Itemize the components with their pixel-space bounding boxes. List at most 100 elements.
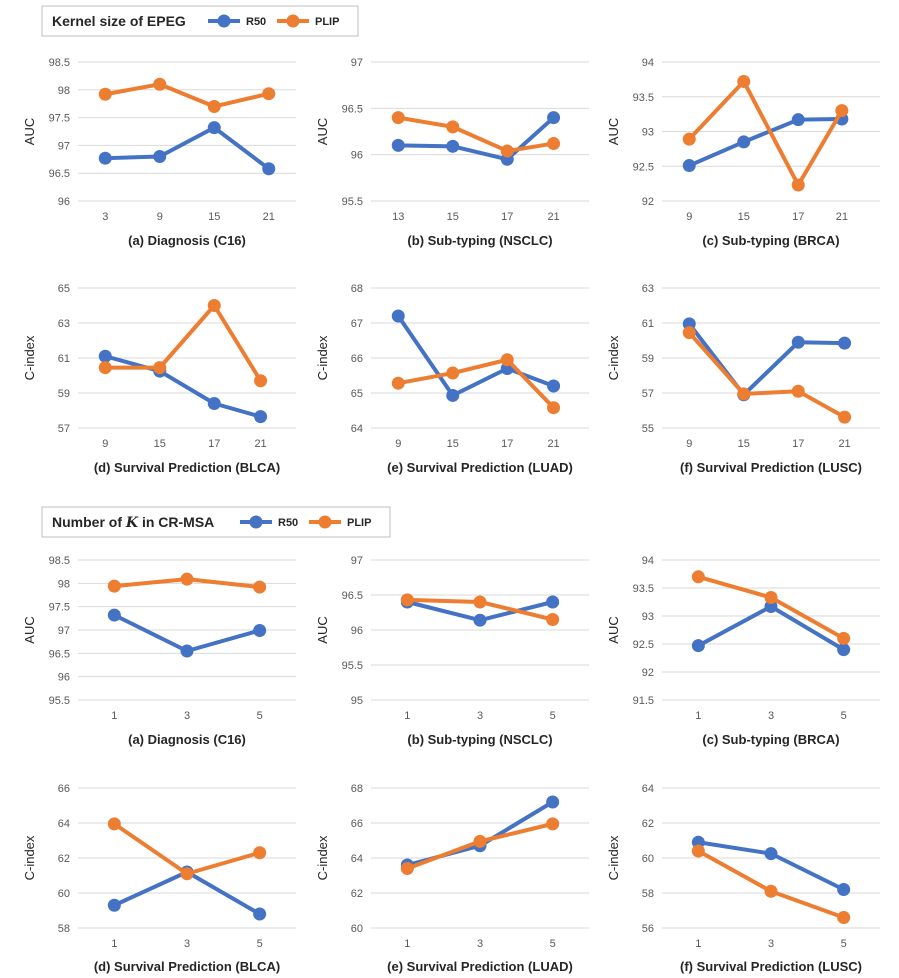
chart-10-series-plip-point	[253, 846, 267, 860]
chart-1-series-plip-point	[262, 87, 276, 101]
legend-plip-label: PLIP	[315, 16, 339, 28]
chart-9: 91.5 92 92.5 93 93.5 94 1 3 5 AUC (c) Sub-typing (…	[606, 555, 880, 747]
chart-4-xtick-label: 9	[102, 438, 108, 450]
chart-6-series-r50-point	[838, 336, 852, 350]
chart-8-series-plip-point	[400, 593, 414, 607]
chart-6-series-r50-line	[687, 321, 847, 397]
chart-3-xtick-label: 17	[792, 211, 804, 223]
chart-3-series-plip-line	[687, 79, 844, 188]
legend-r50-marker	[249, 515, 263, 529]
chart-5-series-r50-point	[446, 388, 460, 402]
chart-11: 60 62 64 66 68 1 3 5 C-index (e) Survival Predict…	[315, 783, 589, 974]
legend-r50-label: R50	[278, 517, 298, 529]
chart-6-ytick-label: 63	[642, 283, 654, 295]
chart-2-ytick-label: 97	[351, 57, 363, 69]
chart-3-series-plip-point	[791, 178, 805, 192]
chart-2-xtick-label: 13	[392, 211, 404, 223]
chart-5-series-r50-line	[396, 314, 556, 398]
chart-3: 92 92.5 93 93.5 94 9 15 17 21 AUC (c) Sub-typing (…	[606, 57, 880, 248]
chart-4-series-plip-point	[207, 299, 221, 312]
chart-9-xtick-label: 5	[841, 710, 847, 722]
chart-4-ytick-label: 59	[58, 388, 70, 400]
chart-5-ytick-label: 66	[351, 353, 363, 365]
chart-3-series-plip-point	[682, 132, 696, 146]
chart-10-ytick-label: 58	[58, 923, 70, 935]
legend-title-part: Number of	[52, 514, 126, 530]
chart-11-xtick-label: 3	[477, 938, 483, 950]
chart-1-ytick-label: 97.5	[49, 113, 70, 125]
chart-5-ytick-label: 64	[351, 423, 363, 435]
chart-1-xtick-label: 15	[208, 211, 220, 223]
chart-2-xtick-label: 17	[501, 211, 513, 223]
chart-4-xtick-label: 17	[208, 438, 220, 450]
chart-11-series-plip-point	[400, 862, 414, 875]
chart-10-ytick-label: 66	[58, 783, 70, 795]
chart-6: 55 57 59 61 63 9 15 17 21 C-index (f) Survival Pre…	[606, 283, 880, 475]
chart-9-caption: (c) Sub-typing (BRCA)	[702, 732, 839, 747]
chart-4-xtick-label: 15	[154, 438, 166, 450]
chart-11-ytick-label: 60	[351, 923, 363, 935]
chart-5-series-plip-point	[500, 353, 514, 367]
chart-11-ytick-label: 64	[351, 853, 363, 865]
chart-11-series-r50-line	[405, 800, 555, 867]
legend-1: Kernel size of EPEG R50 PLIP	[41, 5, 359, 37]
chart-6-series-r50-point	[791, 335, 805, 349]
chart-4-series-plip-point	[254, 374, 268, 388]
legend-title-part: Kernel size of EPEG	[52, 13, 186, 29]
chart-12-series-plip-point	[837, 911, 851, 924]
chart-7-ytick-label: 96.5	[49, 648, 70, 660]
chart-10-ytick-label: 64	[58, 818, 70, 830]
legend-r50-label: R50	[246, 16, 266, 28]
chart-2-series-r50-line	[396, 115, 556, 162]
chart-7-xtick-label: 3	[184, 710, 190, 722]
chart-7-ytick-label: 97	[58, 625, 70, 637]
chart-3-caption: (c) Sub-typing (BRCA)	[702, 233, 839, 248]
chart-9-ytick-label: 92	[642, 667, 654, 679]
chart-10-ytick-label: 62	[58, 853, 70, 865]
chart-7-ytick-label: 95.5	[49, 695, 70, 707]
chart-5-xtick-label: 9	[395, 438, 401, 450]
legend-r50-marker	[217, 14, 231, 28]
chart-1-series-r50-line	[103, 125, 271, 171]
chart-6-caption: (f) Survival Prediction (LUSC)	[680, 460, 862, 475]
chart-1-series-r50-point	[207, 121, 221, 135]
chart-9-series-plip-point	[764, 591, 778, 605]
chart-5-series-r50-point	[391, 309, 405, 323]
chart-1-series-r50-point	[153, 150, 167, 164]
chart-11-ytick-label: 62	[351, 888, 363, 900]
chart-9-series-plip-point	[691, 570, 705, 584]
chart-1-ytick-label: 98.5	[49, 57, 70, 69]
chart-4-series-r50-point	[207, 397, 221, 410]
chart-2-series-plip-point	[500, 144, 514, 158]
chart-4-ytick-label: 63	[58, 318, 70, 330]
chart-1-series-plip-point	[207, 99, 221, 113]
chart-9-series-plip-point	[837, 631, 851, 645]
chart-12-series-r50-point	[837, 883, 851, 896]
chart-1-ytick-label: 97	[58, 140, 70, 152]
chart-11-ytick-label: 66	[351, 818, 363, 830]
chart-1-xtick-label: 21	[263, 211, 275, 223]
chart-11-ylabel: C-index	[315, 835, 330, 880]
chart-6-series-plip-point	[737, 387, 751, 401]
chart-3-series-r50-point	[682, 159, 696, 173]
chart-2-ytick-label: 95.5	[342, 196, 363, 208]
chart-9-series-r50-point	[837, 643, 851, 657]
chart-8-ylabel: AUC	[315, 616, 330, 643]
chart-10-series-r50-point	[253, 907, 267, 921]
chart-6-ytick-label: 57	[642, 388, 654, 400]
chart-8-caption: (b) Sub-typing (NSCLC)	[407, 732, 552, 747]
chart-12-xtick-label: 3	[768, 938, 774, 950]
chart-5-ytick-label: 65	[351, 388, 363, 400]
chart-7-ytick-label: 98.5	[49, 555, 70, 567]
chart-6-xtick-label: 9	[686, 438, 692, 450]
chart-8-xtick-label: 1	[404, 710, 410, 722]
chart-1: 96 96.5 97 97.5 98 98.5 3 9 15 21 AUC (a) Diagnosis…	[22, 57, 296, 248]
chart-12-ytick-label: 62	[642, 818, 654, 830]
chart-8-ytick-label: 96	[351, 625, 363, 637]
chart-12-ylabel: C-index	[606, 835, 621, 880]
chart-5-xtick-label: 17	[501, 438, 513, 450]
chart-4: 57 59 61 63 65 9 15 17 21 C-index (d) Survival Pre…	[22, 283, 296, 475]
chart-11-ytick-label: 68	[351, 783, 363, 795]
chart-10-caption: (d) Survival Prediction (BLCA)	[94, 959, 280, 974]
